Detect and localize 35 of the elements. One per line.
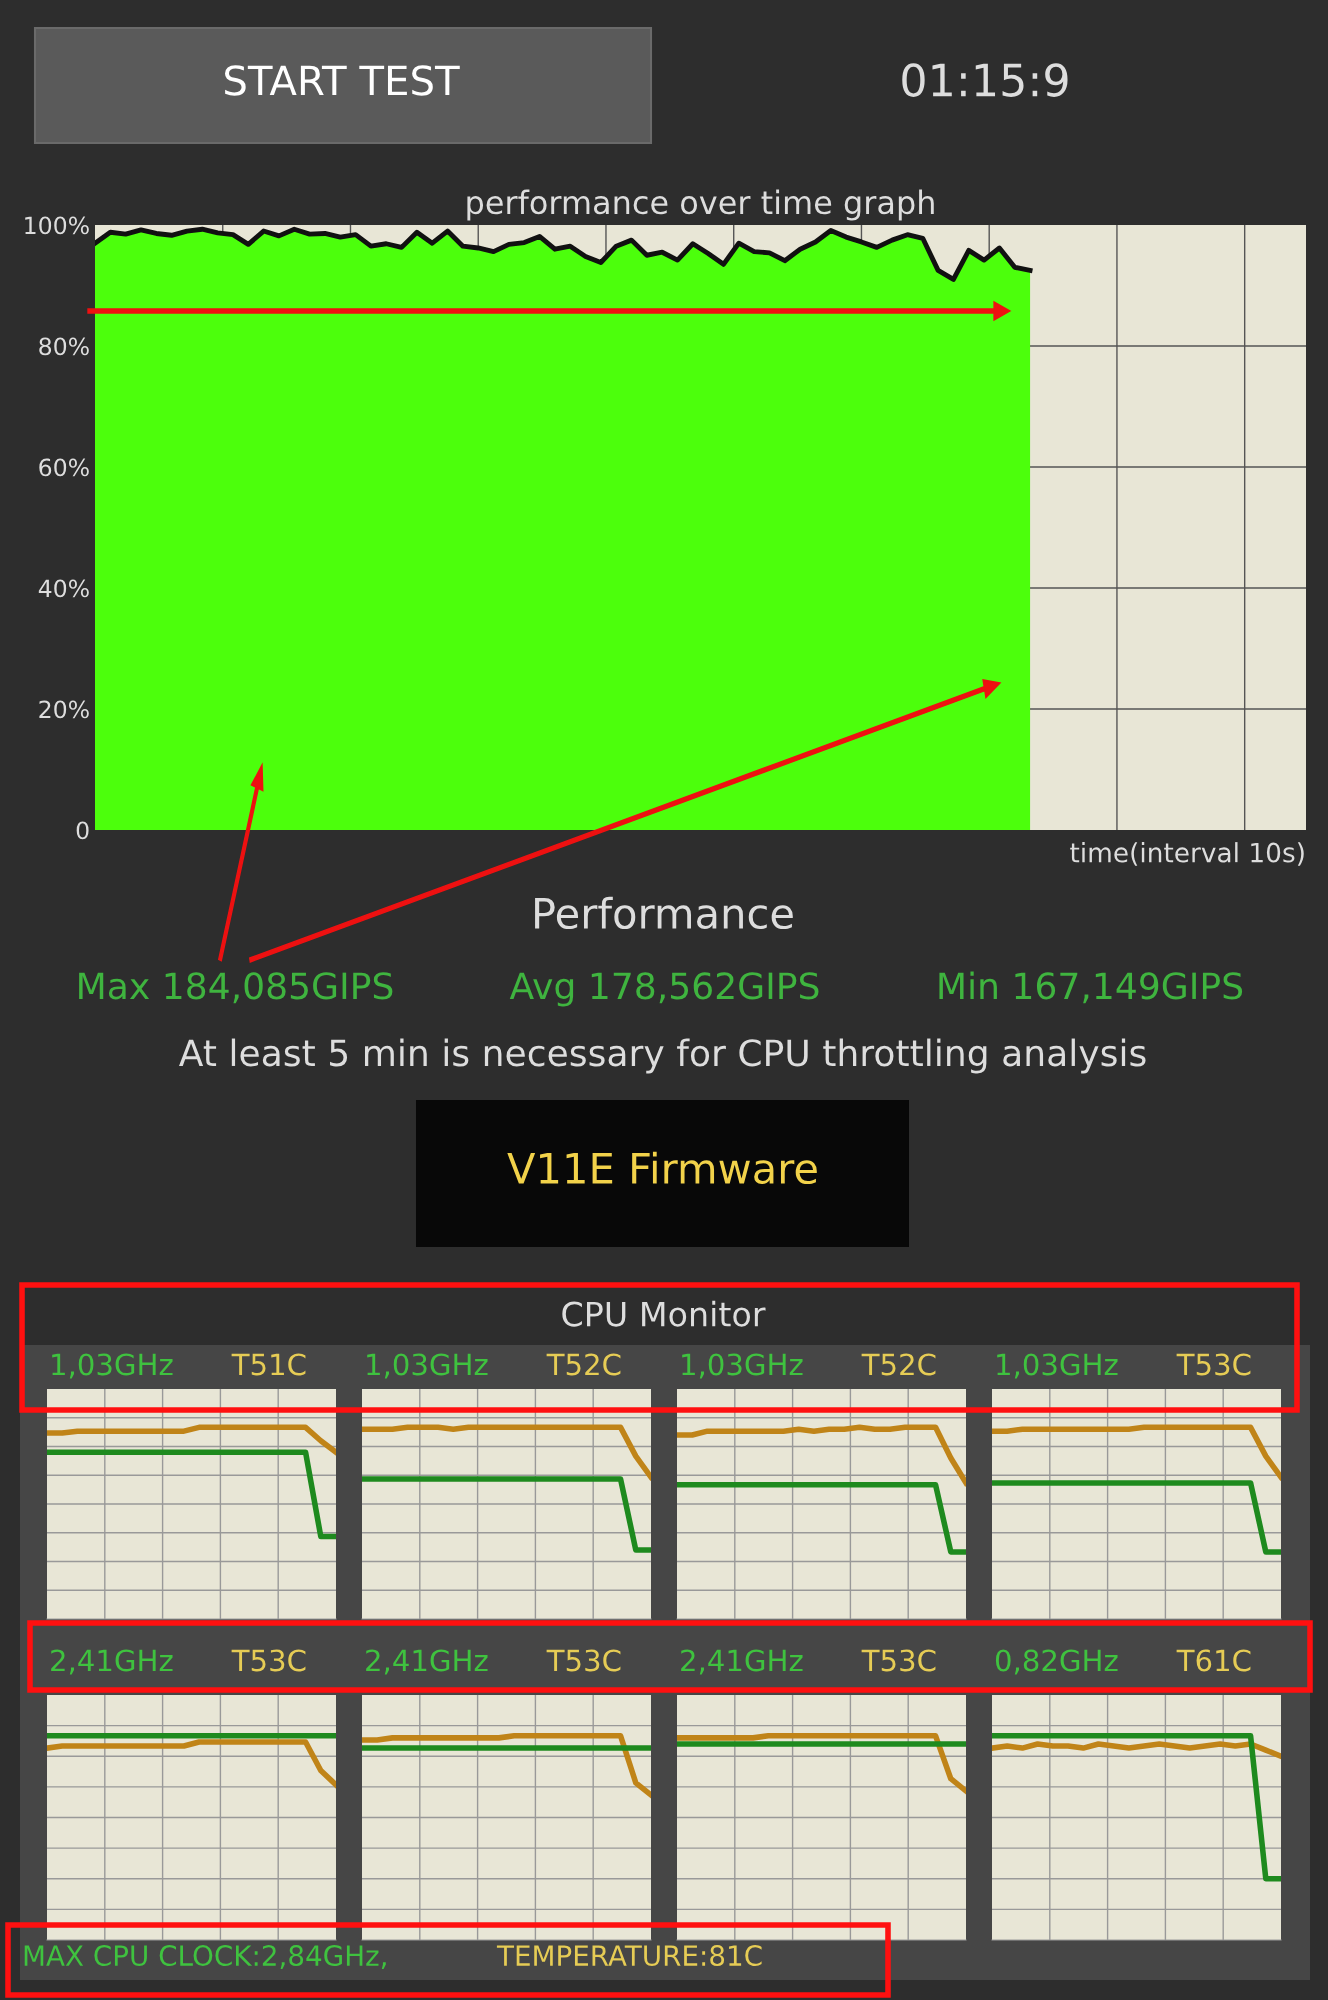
text: TEMPERATURE:81C (496, 1945, 762, 1967)
text: T53C (1176, 1353, 1251, 1376)
text: 1,03GHz (682, 1353, 803, 1379)
text: Performance (535, 896, 793, 930)
y-tick-label: 80% (39, 337, 89, 356)
text: CPU Monitor (562, 1300, 766, 1327)
text: Min 167,149GIPS (939, 971, 1243, 1004)
chart-title: performance over time graph (467, 189, 934, 221)
y-tick-label: 60% (39, 458, 89, 477)
text: START TEST (225, 65, 460, 96)
text: V11E Firmware (507, 1151, 817, 1185)
text: 1,03GHz (367, 1353, 488, 1379)
text: T53C (546, 1649, 621, 1672)
text: T61C (1176, 1649, 1251, 1672)
x-axis-title: time(interval 10s) (1070, 842, 1304, 866)
text: 2,41GHz (366, 1649, 488, 1675)
text: T53C (861, 1649, 936, 1672)
text: Avg 178,562GIPS (509, 972, 819, 1007)
text: 2,41GHz (51, 1649, 173, 1675)
text: T51C (231, 1353, 306, 1376)
y-tick-label: 0 (76, 821, 89, 840)
text: 1,03GHz (997, 1353, 1118, 1379)
text: 1,03GHz (52, 1353, 173, 1379)
text: T53C (231, 1649, 306, 1672)
text: Max 184,085GIPS (79, 972, 393, 1004)
text: T52C (861, 1353, 936, 1376)
text: 2,41GHz (681, 1649, 803, 1675)
text: MAX CPU CLOCK:2,84GHz, (24, 1945, 386, 1969)
text: 01:15:9 (902, 63, 1068, 97)
y-tick-label: 100% (25, 216, 89, 235)
y-tick-label: 20% (39, 700, 89, 719)
text: 0,82GHz (995, 1649, 1118, 1675)
text: At least 5 min is necessary for CPU throttling analysis (179, 1038, 1146, 1074)
text: T52C (546, 1353, 621, 1376)
y-tick-label: 40% (38, 579, 89, 598)
